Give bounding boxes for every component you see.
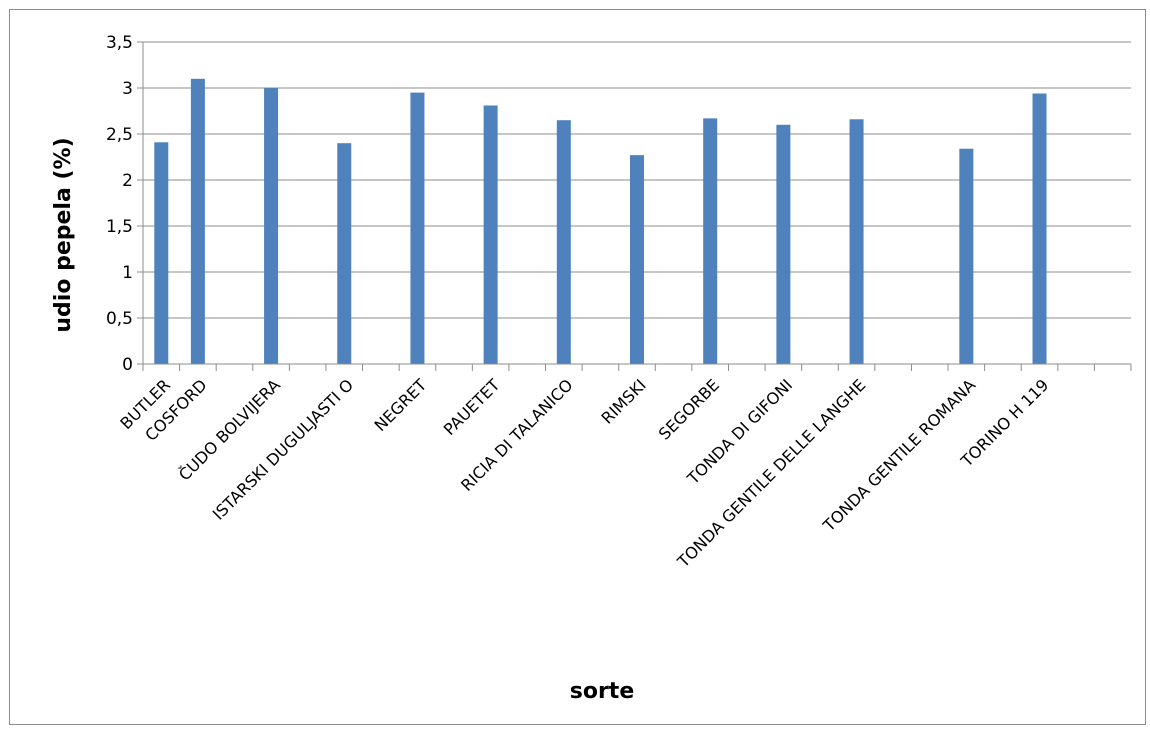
x-category-label: SEGORBE bbox=[655, 375, 723, 443]
bar bbox=[337, 143, 352, 364]
x-category-label: PAUETET bbox=[440, 375, 504, 439]
y-tick-labels: 0 0,5 1 1,5 2 2,5 3 3,5 bbox=[106, 33, 133, 375]
bar bbox=[703, 118, 718, 364]
y-tick-label: 3 bbox=[122, 79, 133, 99]
x-category-label: ISTARSKI DUGULJASTI O bbox=[209, 375, 357, 523]
bar bbox=[556, 120, 571, 364]
y-tick-label: 1,5 bbox=[106, 217, 133, 237]
y-tick-label: 1 bbox=[122, 263, 133, 283]
chart-frame: 0 0,5 1 1,5 2 2,5 3 3,5 BUTLER COSFORD ČUDO BOLVI… bbox=[9, 9, 1146, 725]
bar bbox=[154, 142, 169, 364]
bar bbox=[483, 105, 498, 364]
bar bbox=[264, 88, 279, 364]
y-tick-label: 0,5 bbox=[106, 309, 133, 329]
bar bbox=[776, 124, 791, 364]
bar bbox=[190, 78, 205, 365]
x-category-label: RIMSKI bbox=[597, 375, 649, 427]
bar bbox=[1032, 93, 1047, 365]
bar bbox=[630, 155, 644, 364]
y-axis-title: udio pepela (%) bbox=[51, 137, 76, 332]
y-tick-label: 0 bbox=[122, 355, 133, 375]
y-tick-label: 3,5 bbox=[106, 33, 133, 53]
bar bbox=[959, 148, 974, 364]
y-tick-label: 2,5 bbox=[106, 125, 133, 145]
x-category-label: NEGRET bbox=[371, 375, 431, 435]
y-tick-label: 2 bbox=[122, 171, 133, 191]
bar bbox=[410, 92, 425, 364]
bar bbox=[849, 119, 864, 364]
bars bbox=[154, 78, 1047, 365]
axes bbox=[137, 41, 1132, 371]
x-axis-title: sorte bbox=[570, 679, 635, 704]
